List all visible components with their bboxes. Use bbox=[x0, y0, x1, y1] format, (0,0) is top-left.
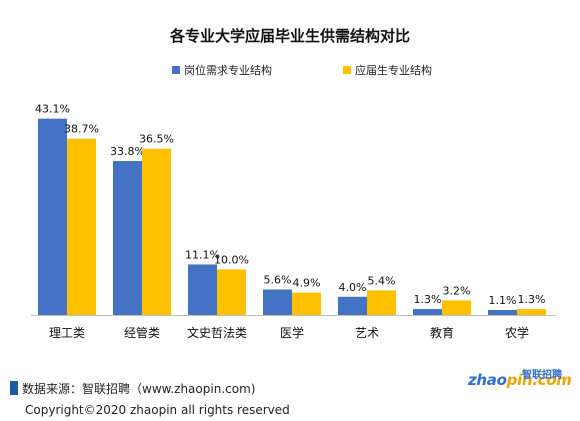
copyright-text: Copyright©2020 zhaopin all rights reserv… bbox=[25, 403, 290, 417]
bar-1-6 bbox=[413, 309, 442, 315]
data-label-2-6: 3.2% bbox=[443, 284, 471, 297]
legend-swatch-1 bbox=[172, 66, 180, 74]
category-label-1: 理工类 bbox=[49, 326, 85, 340]
bar-1-3 bbox=[188, 264, 217, 315]
data-label-2-5: 5.4% bbox=[368, 274, 396, 287]
legend-swatch-2 bbox=[343, 66, 351, 74]
category-label-5: 艺术 bbox=[355, 326, 379, 340]
bar-2-1 bbox=[67, 138, 96, 315]
data-label-1-1: 43.1% bbox=[35, 103, 70, 116]
chart-title: 各专业大学应届毕业生供需结构对比 bbox=[169, 27, 410, 45]
data-label-2-4: 4.9% bbox=[293, 277, 321, 290]
data-label-1-2: 33.8% bbox=[110, 145, 145, 158]
bar-1-2 bbox=[113, 161, 142, 315]
source-marker bbox=[10, 381, 18, 395]
logo-part-1: zhao bbox=[468, 371, 507, 389]
bar-2-2 bbox=[142, 148, 171, 315]
bar-1-1 bbox=[38, 118, 67, 316]
bar-2-7 bbox=[517, 309, 546, 315]
legend-label-1: 岗位需求专业结构 bbox=[184, 63, 272, 77]
data-label-2-3: 10.0% bbox=[214, 253, 249, 266]
bar-1-5 bbox=[338, 296, 367, 315]
source-text: 数据来源：智联招聘（www.zhaopin.com) bbox=[22, 382, 256, 396]
logo-chinese: 智联招聘 bbox=[522, 370, 562, 381]
data-label-2-2: 36.5% bbox=[139, 133, 174, 146]
data-label-1-6: 1.3% bbox=[414, 293, 442, 306]
logo-part-2: pin.com bbox=[506, 371, 572, 389]
data-label-1-3: 11.1% bbox=[185, 248, 220, 261]
bar-2-4 bbox=[292, 292, 321, 315]
data-label-1-7: 1.1% bbox=[489, 294, 517, 307]
zhaopin-logo: zhaopin.com bbox=[468, 371, 572, 389]
data-label-1-4: 5.6% bbox=[264, 273, 292, 286]
bar-2-5 bbox=[367, 290, 396, 315]
category-label-3: 文史哲法类 bbox=[187, 325, 247, 340]
data-label-1-5: 4.0% bbox=[339, 281, 367, 294]
category-label-6: 教育 bbox=[430, 325, 454, 340]
bar-2-3 bbox=[217, 269, 246, 315]
data-label-2-7: 1.3% bbox=[518, 293, 546, 306]
category-label-2: 经管类 bbox=[124, 325, 160, 340]
legend-label-2: 应届生专业结构 bbox=[355, 63, 432, 77]
bar-1-4 bbox=[263, 289, 292, 315]
category-label-7: 农学 bbox=[505, 325, 529, 340]
category-label-4: 医学 bbox=[280, 325, 304, 340]
data-label-2-1: 38.7% bbox=[64, 123, 99, 136]
bar-1-7 bbox=[488, 309, 517, 315]
bar-2-6 bbox=[442, 300, 471, 315]
